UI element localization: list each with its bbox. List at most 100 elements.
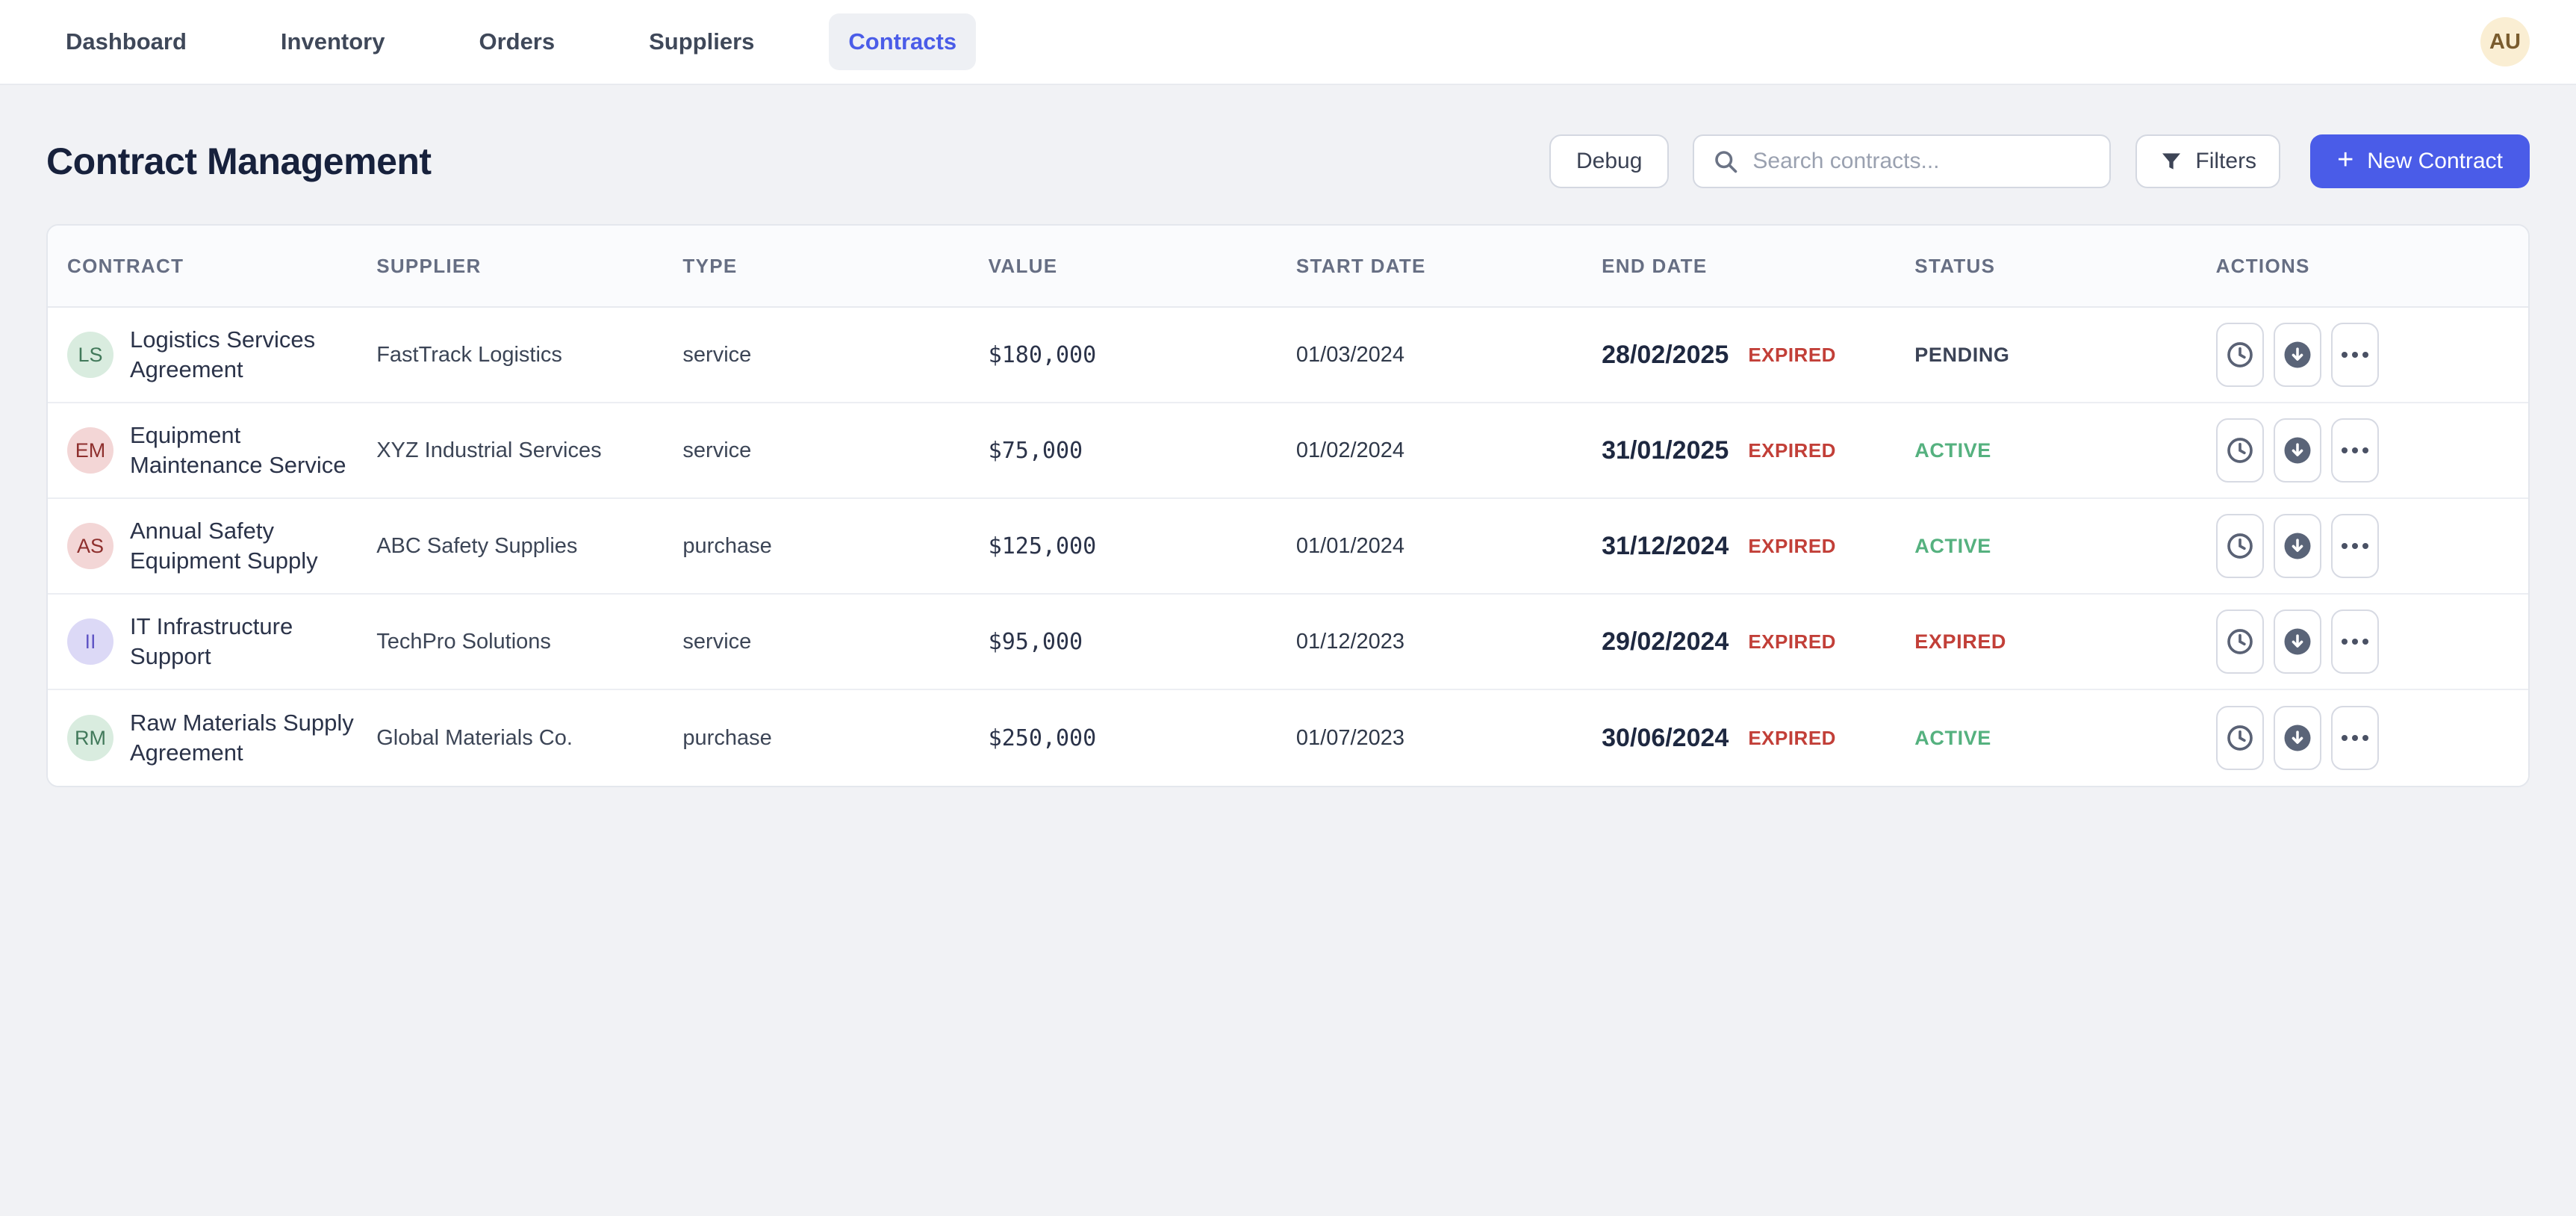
history-button[interactable] bbox=[2215, 609, 2264, 674]
new-contract-button[interactable]: + New Contract bbox=[2310, 134, 2530, 188]
download-button[interactable] bbox=[2273, 706, 2321, 770]
contract-name: Raw Materials Supply Agreement bbox=[130, 709, 354, 766]
status-label: PENDING bbox=[1914, 343, 2010, 366]
contract-cell: II IT Infrastructure Support bbox=[67, 612, 376, 672]
history-icon bbox=[2227, 342, 2253, 367]
download-icon bbox=[2284, 533, 2311, 559]
type-cell: purchase bbox=[682, 725, 772, 750]
nav-item-inventory[interactable]: Inventory bbox=[280, 28, 385, 55]
download-icon bbox=[2284, 341, 2311, 368]
status-label: EXPIRED bbox=[1914, 630, 2007, 653]
column-header-end-date: END DATE bbox=[1602, 254, 1708, 277]
expired-badge: EXPIRED bbox=[1748, 630, 1836, 653]
table-row: II IT Infrastructure Support TechPro Sol… bbox=[48, 595, 2528, 690]
page-content: Contract Management Debug Filters + New … bbox=[0, 134, 2576, 787]
type-cell: service bbox=[682, 629, 752, 654]
more-button[interactable] bbox=[2330, 706, 2379, 770]
more-button[interactable] bbox=[2330, 323, 2379, 387]
value-cell: $250,000 bbox=[988, 725, 1097, 751]
end-date: 31/01/2025 bbox=[1602, 435, 1729, 465]
value-cell: $75,000 bbox=[988, 437, 1083, 464]
history-button[interactable] bbox=[2215, 323, 2264, 387]
download-icon bbox=[2284, 628, 2311, 655]
table-row: AS Annual Safety Equipment Supply ABC Sa… bbox=[48, 499, 2528, 595]
search-input[interactable] bbox=[1752, 149, 2092, 174]
expired-badge: EXPIRED bbox=[1748, 343, 1836, 366]
contract-avatar: AS bbox=[67, 523, 113, 569]
download-button[interactable] bbox=[2273, 418, 2321, 483]
more-icon bbox=[2341, 352, 2368, 358]
end-date-cell: 29/02/2024 EXPIRED bbox=[1602, 627, 1914, 657]
history-button[interactable] bbox=[2215, 418, 2264, 483]
more-button[interactable] bbox=[2330, 514, 2379, 578]
download-button[interactable] bbox=[2273, 609, 2321, 674]
expired-badge: EXPIRED bbox=[1748, 534, 1836, 557]
nav-item-contracts[interactable]: Contracts bbox=[829, 13, 977, 70]
plus-icon: + bbox=[2337, 144, 2354, 176]
table-body: LS Logistics Services Agreement FastTrac… bbox=[48, 308, 2528, 786]
value-cell: $125,000 bbox=[988, 533, 1097, 559]
value-cell: $180,000 bbox=[988, 341, 1097, 368]
page-title: Contract Management bbox=[46, 140, 432, 182]
toolbar: Debug Filters + New Contract bbox=[1549, 134, 2530, 188]
column-header-status: STATUS bbox=[1914, 254, 1996, 277]
history-button[interactable] bbox=[2215, 514, 2264, 578]
contract-cell: LS Logistics Services Agreement bbox=[67, 325, 376, 385]
search-box bbox=[1693, 134, 2112, 188]
table-row: LS Logistics Services Agreement FastTrac… bbox=[48, 308, 2528, 403]
contract-avatar: II bbox=[67, 618, 113, 665]
more-icon bbox=[2341, 543, 2368, 549]
end-date: 29/02/2024 bbox=[1602, 627, 1729, 656]
actions-cell bbox=[2215, 514, 2509, 578]
type-cell: service bbox=[682, 342, 752, 367]
search-icon bbox=[1715, 151, 1737, 173]
type-cell: service bbox=[682, 438, 752, 462]
nav-item-dashboard[interactable]: Dashboard bbox=[66, 28, 187, 55]
contract-name: IT Infrastructure Support bbox=[130, 612, 293, 669]
nav-item-suppliers[interactable]: Suppliers bbox=[649, 28, 755, 55]
end-date-cell: 28/02/2025 EXPIRED bbox=[1602, 341, 1914, 370]
download-button[interactable] bbox=[2273, 323, 2321, 387]
contract-name: Annual Safety Equipment Supply bbox=[130, 517, 318, 574]
table-row: RM Raw Materials Supply Agreement Global… bbox=[48, 690, 2528, 786]
more-icon bbox=[2341, 639, 2368, 645]
contract-cell: RM Raw Materials Supply Agreement bbox=[67, 708, 376, 769]
debug-button[interactable]: Debug bbox=[1549, 134, 1670, 188]
column-header-supplier: SUPPLIER bbox=[376, 254, 482, 277]
actions-cell bbox=[2215, 706, 2509, 770]
start-date-cell: 01/02/2024 bbox=[1295, 438, 1405, 462]
supplier-cell: TechPro Solutions bbox=[376, 629, 551, 654]
type-cell: purchase bbox=[682, 533, 772, 558]
expired-badge: EXPIRED bbox=[1748, 726, 1836, 749]
contract-name: Logistics Services Agreement bbox=[130, 326, 316, 382]
end-date: 30/06/2024 bbox=[1602, 723, 1729, 752]
end-date: 28/02/2025 bbox=[1602, 340, 1729, 369]
user-avatar[interactable]: AU bbox=[2480, 17, 2530, 66]
start-date-cell: 01/01/2024 bbox=[1295, 533, 1405, 558]
contract-cell: EM Equipment Maintenance Service bbox=[67, 421, 376, 481]
more-button[interactable] bbox=[2330, 418, 2379, 483]
nav-item-orders[interactable]: Orders bbox=[479, 28, 556, 55]
filters-button[interactable]: Filters bbox=[2135, 134, 2281, 188]
download-button[interactable] bbox=[2273, 514, 2321, 578]
start-date-cell: 01/12/2023 bbox=[1295, 629, 1405, 654]
topbar: Dashboard Inventory Orders Suppliers Con… bbox=[0, 0, 2576, 85]
filter-icon bbox=[2162, 153, 2181, 170]
supplier-cell: FastTrack Logistics bbox=[376, 342, 562, 367]
download-icon bbox=[2284, 725, 2311, 751]
status-label: ACTIVE bbox=[1914, 726, 1991, 749]
column-header-value: VALUE bbox=[988, 254, 1058, 277]
end-date-cell: 30/06/2024 EXPIRED bbox=[1602, 724, 1914, 753]
contract-name: Equipment Maintenance Service bbox=[130, 421, 346, 478]
contract-avatar: EM bbox=[67, 427, 113, 474]
history-button[interactable] bbox=[2215, 706, 2264, 770]
column-header-start-date: START DATE bbox=[1295, 254, 1426, 277]
more-icon bbox=[2341, 735, 2368, 741]
main-nav: Dashboard Inventory Orders Suppliers Con… bbox=[46, 13, 977, 70]
supplier-cell: ABC Safety Supplies bbox=[376, 533, 578, 558]
more-button[interactable] bbox=[2330, 609, 2379, 674]
status-label: ACTIVE bbox=[1914, 438, 1991, 462]
history-icon bbox=[2227, 438, 2253, 463]
table-row: EM Equipment Maintenance Service XYZ Ind… bbox=[48, 403, 2528, 499]
column-header-contract: CONTRACT bbox=[67, 254, 184, 277]
